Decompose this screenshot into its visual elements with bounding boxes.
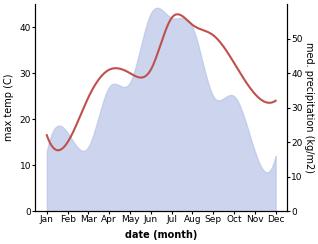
X-axis label: date (month): date (month) (125, 230, 197, 240)
Y-axis label: med. precipitation (kg/m2): med. precipitation (kg/m2) (304, 42, 314, 173)
Y-axis label: max temp (C): max temp (C) (4, 74, 14, 141)
